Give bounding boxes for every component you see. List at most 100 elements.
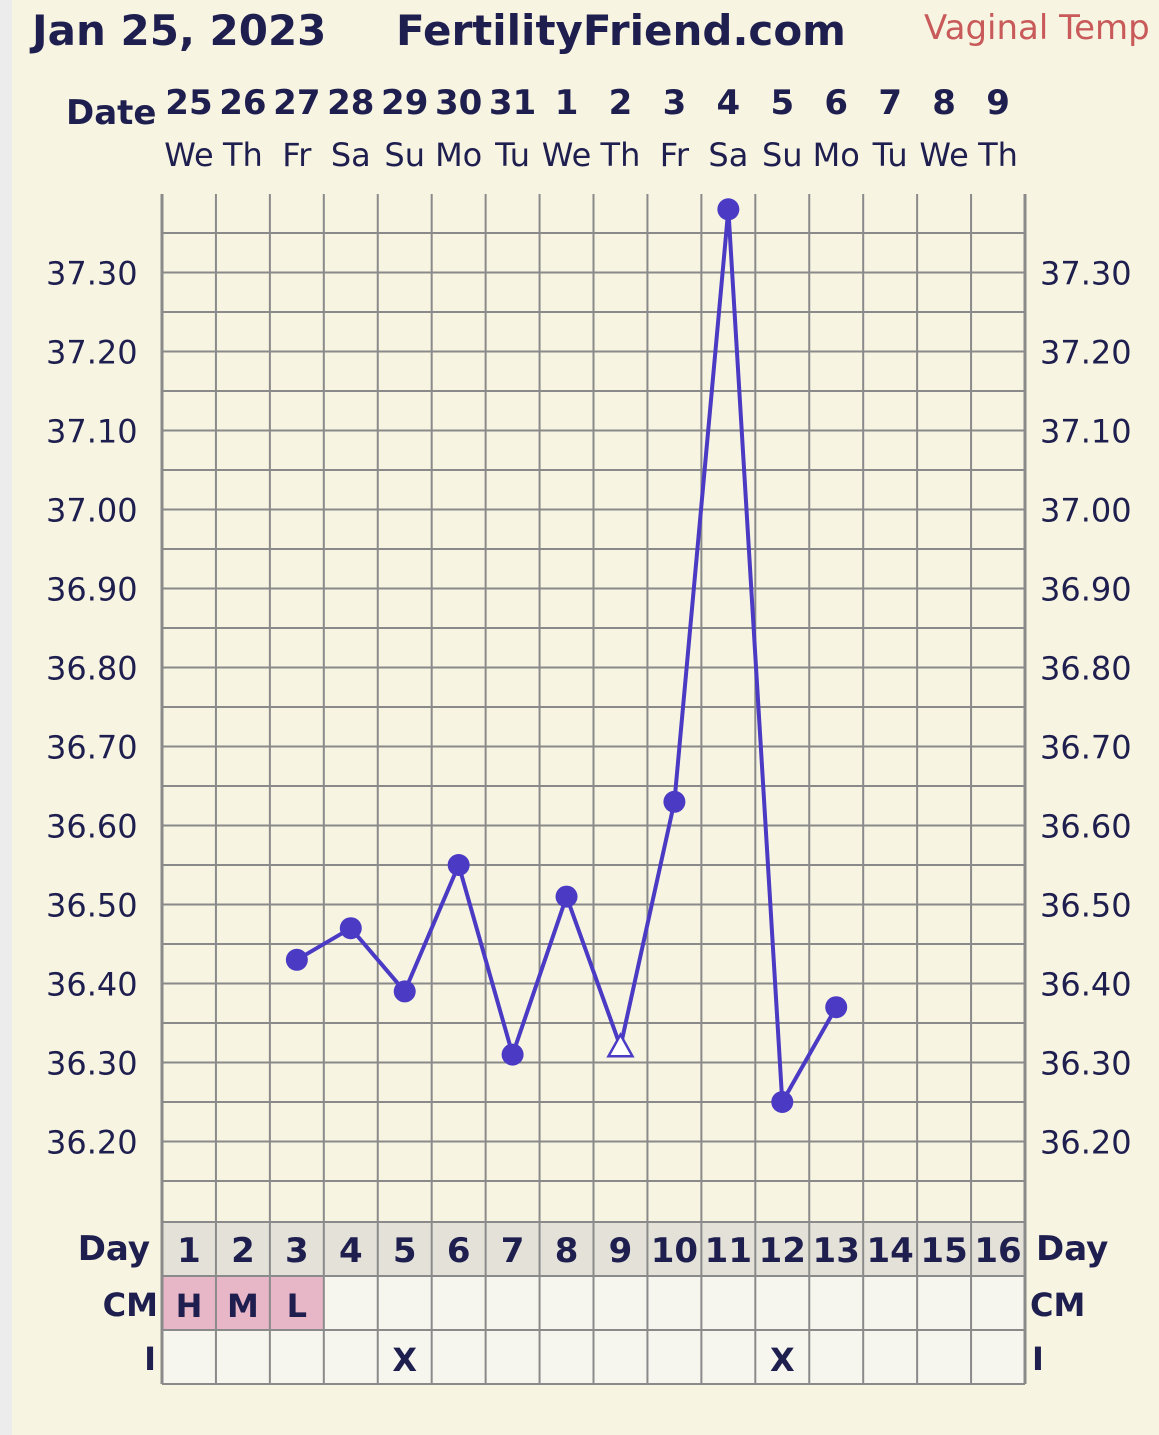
y-tick-label-left: 36.20 <box>46 1124 138 1162</box>
temperature-type: Vaginal Temp <box>924 8 1150 48</box>
y-tick-label-right: 37.10 <box>1040 413 1132 451</box>
temperature-point-open <box>606 1032 635 1058</box>
date-tick-label: 30 <box>435 83 482 123</box>
intercourse-row-label-right: I <box>1032 1340 1044 1378</box>
weekday-tick-label: Mo <box>435 136 482 174</box>
intercourse-row-label-left: I <box>144 1340 156 1378</box>
cm-highlight-cell <box>215 1276 270 1330</box>
y-tick-label-right: 36.70 <box>1040 729 1132 767</box>
y-tick-label-left: 36.60 <box>46 808 138 846</box>
intercourse-cell-value: X <box>770 1341 795 1379</box>
cm-row-label-right: CM <box>1030 1286 1085 1324</box>
fertility-chart-page: Jan 25, 2023 FertilityFriend.com Vaginal… <box>12 0 1159 1435</box>
weekday-tick-label: Tu <box>494 136 530 174</box>
chart-date: Jan 25, 2023 <box>32 6 327 55</box>
date-tick-label: 5 <box>770 83 794 123</box>
weekday-tick-label: Mo <box>813 136 860 174</box>
y-tick-label-right: 36.20 <box>1040 1124 1132 1162</box>
cycle-day-label: 15 <box>920 1231 967 1271</box>
weekday-tick-label: Sa <box>708 136 748 174</box>
y-tick-label-right: 37.30 <box>1040 255 1132 293</box>
y-tick-label-right: 36.50 <box>1040 887 1132 925</box>
y-tick-label-right: 37.00 <box>1040 492 1132 530</box>
y-tick-label-left: 36.50 <box>46 887 138 925</box>
cycle-day-label: 11 <box>705 1231 752 1271</box>
temperature-point <box>339 917 362 940</box>
temperature-point <box>771 1091 794 1113</box>
weekday-tick-label: We <box>919 136 968 174</box>
y-tick-label-left: 37.00 <box>46 492 138 530</box>
cycle-day-label: 10 <box>651 1231 698 1271</box>
cm-cell-value: L <box>287 1287 307 1325</box>
date-tick-label: 31 <box>489 83 536 123</box>
y-tick-label-left: 36.40 <box>46 966 138 1004</box>
temperature-point <box>447 854 470 876</box>
cycle-day-label: 14 <box>866 1231 913 1271</box>
weekday-tick-label: Th <box>600 136 641 174</box>
cm-highlight-cell <box>162 1276 216 1330</box>
intercourse-cell-value: X <box>392 1341 417 1379</box>
date-tick-label: 27 <box>273 83 320 123</box>
temperature-point <box>555 885 578 908</box>
date-tick-label: 9 <box>986 83 1010 123</box>
cycle-day-label: 5 <box>393 1231 417 1271</box>
y-tick-label-left: 37.20 <box>46 334 138 372</box>
weekday-tick-label: Th <box>977 136 1018 174</box>
temperature-point <box>825 996 848 1019</box>
weekday-tick-label: We <box>542 136 591 174</box>
weekday-tick-label: We <box>164 136 213 174</box>
y-tick-label-right: 37.20 <box>1040 334 1132 372</box>
cm-cell-value: M <box>227 1287 259 1325</box>
y-tick-label-left: 37.30 <box>46 255 138 293</box>
cycle-day-label: 9 <box>609 1231 633 1271</box>
weekday-tick-label: Fr <box>660 136 690 174</box>
date-tick-label: 2 <box>609 83 633 123</box>
cycle-day-label: 16 <box>974 1231 1021 1271</box>
y-tick-label-left: 36.90 <box>46 571 138 609</box>
weekday-tick-label: Th <box>222 136 263 174</box>
cycle-day-label: 13 <box>813 1231 860 1271</box>
temperature-point <box>717 198 740 221</box>
site-name[interactable]: FertilityFriend.com <box>396 6 846 55</box>
date-tick-label: 7 <box>878 83 902 123</box>
date-row-label: Date <box>66 93 156 133</box>
y-tick-label-right: 36.90 <box>1040 571 1132 609</box>
y-tick-label-right: 36.40 <box>1040 966 1132 1004</box>
cycle-day-label: 2 <box>231 1231 255 1271</box>
cycle-day-label: 4 <box>339 1231 363 1271</box>
date-tick-label: 6 <box>824 83 848 123</box>
cycle-day-label: 6 <box>447 1231 471 1271</box>
day-row-label-left: Day <box>78 1229 150 1269</box>
date-tick-label: 25 <box>165 83 212 123</box>
cycle-day-label: 3 <box>285 1231 309 1271</box>
cycle-day-label: 8 <box>555 1231 579 1271</box>
date-tick-label: 26 <box>219 83 266 123</box>
temperature-point <box>663 790 686 813</box>
y-tick-label-left: 36.30 <box>46 1045 138 1083</box>
weekday-tick-label: Sa <box>331 136 371 174</box>
date-tick-label: 8 <box>932 83 956 123</box>
bbt-chart: Date 25We26Th27Fr28Sa29Su30Mo31Tu1We2Th3F… <box>46 83 1132 1385</box>
weekday-tick-label: Fr <box>282 136 312 174</box>
date-tick-label: 4 <box>717 83 741 123</box>
cm-cell-value: H <box>176 1287 203 1325</box>
weekday-tick-label: Tu <box>872 136 908 174</box>
y-tick-label-right: 36.30 <box>1040 1045 1132 1083</box>
temperature-point <box>285 948 308 971</box>
date-tick-label: 3 <box>663 83 687 123</box>
temperature-point <box>393 980 416 1003</box>
y-tick-label-right: 36.60 <box>1040 808 1132 846</box>
y-tick-label-left: 36.70 <box>46 729 138 767</box>
temperature-point <box>501 1043 524 1066</box>
day-row-label-right: Day <box>1036 1229 1108 1269</box>
date-tick-label: 1 <box>555 83 579 123</box>
cycle-day-label: 1 <box>177 1231 201 1271</box>
cm-highlight-cell <box>269 1276 324 1330</box>
cycle-day-label: 7 <box>501 1231 525 1271</box>
date-tick-label: 29 <box>381 83 428 123</box>
date-tick-label: 28 <box>327 83 374 123</box>
y-tick-label-right: 36.80 <box>1040 650 1132 688</box>
cm-row-label-left: CM <box>103 1286 158 1324</box>
y-tick-label-left: 37.10 <box>46 413 138 451</box>
weekday-tick-label: Su <box>384 136 425 174</box>
